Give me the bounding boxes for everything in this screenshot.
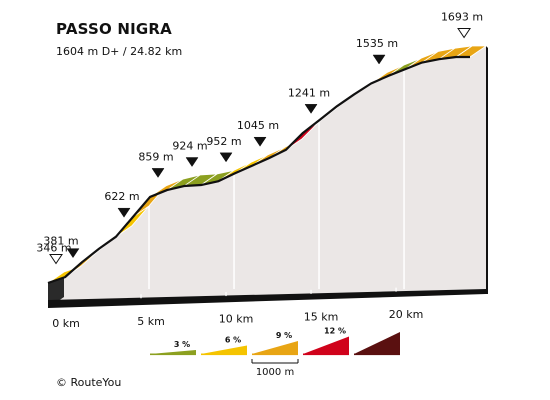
elevation-label: 952 m xyxy=(206,135,241,148)
elevation-label: 1693 m xyxy=(441,11,483,24)
km-tick-label: 20 km xyxy=(389,308,424,321)
elevation-label: 1241 m xyxy=(288,86,330,99)
elevation-marker xyxy=(117,207,131,218)
elevation-marker xyxy=(253,136,267,147)
km-tick-label: 5 km xyxy=(137,315,165,328)
elevation-label: 622 m xyxy=(104,190,139,203)
km-tick-label: 15 km xyxy=(304,310,339,323)
legend-swatch xyxy=(150,350,196,354)
legend-swatch-base xyxy=(150,353,196,356)
chart-title: PASSO NIGRA xyxy=(56,20,172,38)
profile-side-fill xyxy=(48,46,486,300)
profile-base-edge xyxy=(48,289,486,308)
legend-swatch-base xyxy=(252,353,298,356)
elevation-marker xyxy=(66,248,80,259)
legend-label: 12 % xyxy=(324,327,346,336)
elevation-label: 1045 m xyxy=(237,119,279,132)
elevation-label: 924 m xyxy=(172,140,207,153)
legend-label: 6 % xyxy=(225,336,241,345)
elevation-label: 346 m xyxy=(36,242,71,255)
scale-bar-label: 1000 m xyxy=(256,367,294,378)
endpoint-marker xyxy=(49,254,63,265)
legend-swatch-base xyxy=(303,353,349,356)
profile-side-face xyxy=(48,46,488,308)
elevation-marker xyxy=(185,157,199,167)
legend-swatch xyxy=(252,341,298,354)
elevation-label: 1535 m xyxy=(356,37,398,50)
elevation-marker xyxy=(372,54,386,65)
legend-label: 3 % xyxy=(174,340,190,349)
km-tick-label: 10 km xyxy=(219,313,254,326)
endpoint-marker xyxy=(457,28,471,39)
elevation-label: 381 m xyxy=(43,235,78,248)
km-ticks: 0 km 5 km 10 km 15 km 20 km xyxy=(52,287,424,330)
chart-subtitle: 1604 m D+ / 24.82 km xyxy=(56,45,183,58)
gradient-bands xyxy=(47,45,487,285)
legend-swatch xyxy=(303,336,349,354)
legend-swatch xyxy=(354,332,400,354)
legend-label: 9 % xyxy=(276,331,292,340)
elevation-marker xyxy=(219,152,233,163)
km-tick-label: 0 km xyxy=(52,317,80,330)
legend-swatch-base xyxy=(201,353,247,356)
gradient-legend: 3 % 6 % 9 % 12 % 1000 m xyxy=(150,327,400,378)
legend-swatch xyxy=(201,345,247,354)
elevation-marker xyxy=(151,168,165,178)
profile-edge-line xyxy=(47,55,470,285)
elevation-label: 859 m xyxy=(138,150,173,163)
routeyou-credit: © RouteYou xyxy=(56,376,122,389)
profile-end-face xyxy=(486,46,488,294)
elevation-marker xyxy=(304,104,318,114)
legend-swatch-base xyxy=(354,353,400,356)
